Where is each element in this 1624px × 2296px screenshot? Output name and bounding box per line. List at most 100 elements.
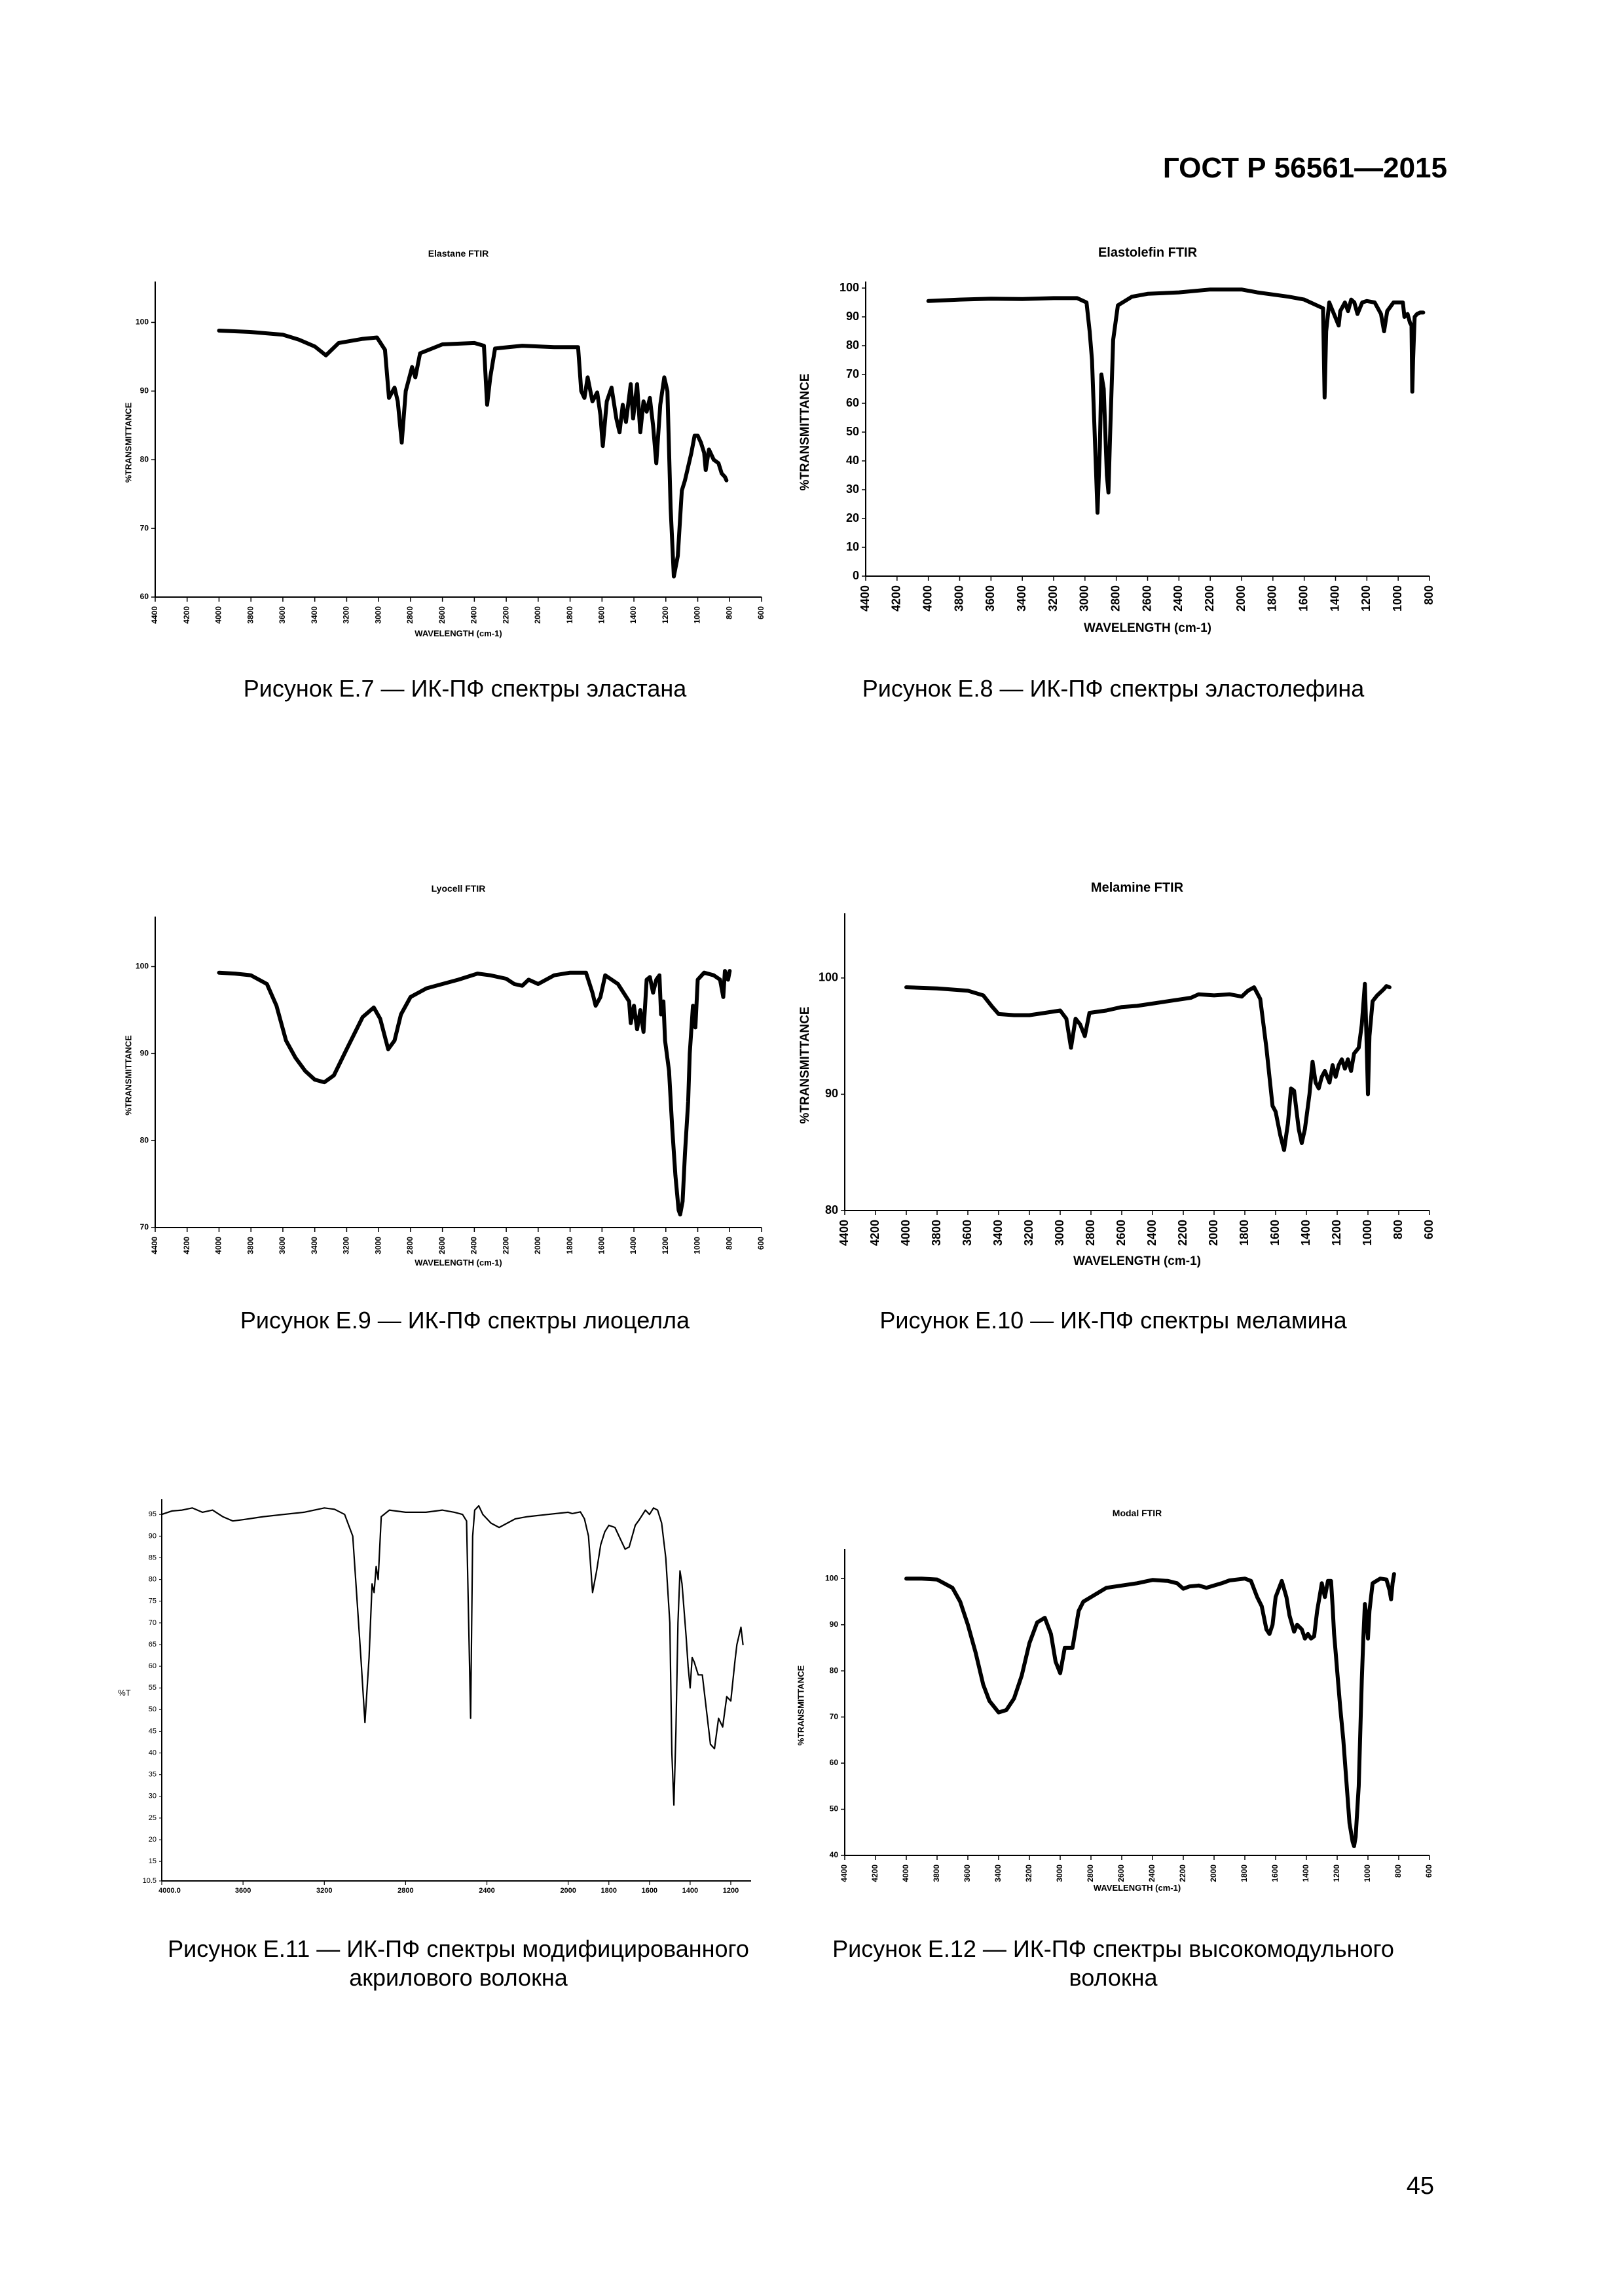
chart-3-x-tick-label: 2800 (405, 1237, 415, 1254)
chart-6-x-tick-label: 1000 (1363, 1865, 1372, 1882)
chart-3-x-tick-label: 3000 (373, 1237, 382, 1254)
chart-1-x-tick-label: 1000 (693, 606, 702, 624)
chart-6-x-tick-label: 3600 (963, 1865, 972, 1882)
chart-2-spectrum-line (926, 287, 1426, 515)
chart-6-y-tick-label: 50 (830, 1804, 839, 1813)
chart-6-y-tick-label: 90 (830, 1620, 839, 1629)
chart-6-x-tick-label: 1400 (1301, 1865, 1310, 1882)
chart-2-y-label: %TRANSMITTANCE (798, 373, 812, 490)
chart-1-x-tick-label: 1800 (565, 606, 574, 624)
chart-2-y-tick-label: 60 (846, 396, 859, 409)
chart-1-title: Elastane FTIR (428, 248, 489, 259)
chart-3-x-tick-label: 2000 (533, 1237, 542, 1254)
chart-1-x-tick-label: 600 (756, 606, 766, 619)
page-number: 45 (1406, 2172, 1434, 2200)
chart-5-y-tick-label: 30 (149, 1793, 157, 1800)
chart-1-y-label: %TRANSMITTANCE (123, 402, 133, 483)
chart-4-x-tick-label: 3200 (1022, 1220, 1035, 1246)
chart-1-x-tick-label: 3800 (246, 606, 255, 624)
chart-1-x-tick-label: 2800 (405, 606, 415, 624)
chart-3-x-tick-label: 2400 (470, 1237, 479, 1254)
chart-5-y-tick-label: 25 (149, 1814, 157, 1822)
chart-6-x-tick-label: 3200 (1024, 1865, 1033, 1882)
chart-5-y-tick-label: 75 (149, 1597, 157, 1605)
chart-6-x-tick-label: 2400 (1147, 1865, 1156, 1882)
chart-2-y-tick-label: 20 (846, 511, 859, 524)
chart-3-x-tick-label: 2600 (437, 1237, 447, 1254)
chart-6-x-tick-label: 4200 (870, 1865, 879, 1882)
chart-6: Modal FTIR 4400 4200 4000 3800 3600 3400 3200 30… (796, 1508, 1433, 1893)
chart-2-title: Elastolefin FTIR (1098, 246, 1198, 260)
chart-4-x-tick-label: 2400 (1145, 1220, 1158, 1246)
chart-4-x-tick-label: 3000 (1053, 1220, 1066, 1246)
chart-4-x-tick-label: 1000 (1361, 1220, 1374, 1246)
chart-1-x-tick-label: 3600 (278, 606, 287, 624)
chart-3-x-tick-label: 4400 (150, 1237, 159, 1254)
chart-6-x-tick-label: 3400 (993, 1865, 1003, 1882)
chart-6-y-tick-label: 70 (830, 1712, 839, 1721)
chart-4-x-tick-label: 2600 (1115, 1220, 1128, 1246)
chart-3-x-tick-label: 4200 (182, 1237, 191, 1254)
chart-1-x-label: WAVELENGTH (cm-1) (415, 629, 502, 638)
chart-6-x-tick-label: 1800 (1240, 1865, 1249, 1882)
chart-6-y-tick-label: 60 (830, 1758, 839, 1767)
chart-4-y-tick-label: 90 (825, 1087, 838, 1100)
chart-6-x-label: WAVELENGTH (cm-1) (1094, 1883, 1181, 1893)
chart-2-x-tick-label: 1200 (1359, 585, 1373, 611)
chart-6-x-tick-label: 2600 (1116, 1865, 1126, 1882)
chart-4-x-tick-label: 3600 (961, 1220, 974, 1246)
chart-4-x-label: WAVELENGTH (cm-1) (1073, 1254, 1201, 1268)
chart-2-x-tick-label: 4400 (858, 585, 872, 611)
chart-1-x-tick-label: 2200 (501, 606, 510, 624)
chart-5-y-tick-label: 80 (149, 1576, 157, 1584)
chart-6-x-tick-label: 2000 (1209, 1865, 1218, 1882)
chart-1-y-tick-label: 90 (140, 386, 149, 395)
chart-2-x-tick-label: 1000 (1391, 585, 1404, 611)
chart-6-x-tick-label: 1200 (1332, 1865, 1341, 1882)
chart-4-x-tick-label: 1200 (1330, 1220, 1343, 1246)
chart-1-spectrum-line (217, 329, 729, 579)
chart-2: Elastolefin FTIR 4400 4200 4000 3800 3600 3400… (798, 246, 1435, 635)
chart-2-y-tick-label: 40 (846, 454, 859, 467)
chart-5-spectrum-line (160, 1504, 744, 1806)
chart-6-x-tick-label: 1600 (1270, 1865, 1280, 1882)
chart-3-x-tick-label: 3800 (246, 1237, 255, 1254)
chart-4-x-tick-label: 1400 (1299, 1220, 1312, 1246)
chart-1-y-tick-label: 70 (140, 523, 149, 532)
chart-6-y-label: %TRANSMITTANCE (796, 1665, 805, 1745)
chart-5-y-tick-label: 55 (149, 1684, 157, 1692)
chart-6-y-tick-label: 80 (830, 1666, 839, 1675)
chart-2-x-tick-label: 800 (1422, 585, 1435, 605)
chart-5-x-tick-label: 3600 (235, 1887, 251, 1895)
chart-2-y-tick-label: 100 (840, 281, 859, 294)
chart-2-x-tick-label: 2600 (1140, 585, 1153, 611)
chart-3-title: Lyocell FTIR (432, 883, 486, 894)
chart-1-x-tick-label: 2600 (437, 606, 447, 624)
chart-3-x-tick-label: 1600 (597, 1237, 606, 1254)
chart-5-y-tick-label: 60 (149, 1662, 157, 1670)
chart-3-y-label: %TRANSMITTANCE (123, 1035, 133, 1116)
caption-fig-e9: Рисунок Е.9 — ИК-ПФ спектры лиоцелла (240, 1307, 690, 1334)
chart-2-x-tick-label: 3800 (952, 585, 965, 611)
chart-3-x-tick-label: 1200 (661, 1237, 670, 1254)
caption-fig-e8: Рисунок Е.8 — ИК-ПФ спектры эластолефина (862, 675, 1365, 702)
chart-6-title: Modal FTIR (1113, 1508, 1162, 1518)
chart-5-x-tick-label: 3200 (316, 1887, 332, 1895)
chart-5-x-tick-label: 1400 (682, 1887, 698, 1895)
chart-6-spectrum-line (904, 1572, 1396, 1848)
chart-4-x-tick-label: 4400 (838, 1220, 851, 1246)
chart-3-x-tick-label: 3200 (342, 1237, 351, 1254)
chart-4-y-tick-label: 80 (825, 1203, 838, 1216)
chart-3-x-tick-label: 1800 (565, 1237, 574, 1254)
chart-3-x-label: WAVELENGTH (cm-1) (415, 1258, 502, 1267)
chart-5-x-tick-label: 2400 (479, 1887, 494, 1895)
caption-fig-e11: Рисунок Е.11 — ИК-ПФ спектры модифициров… (168, 1935, 749, 1991)
chart-4-x-tick-label: 2000 (1207, 1220, 1220, 1246)
chart-5-y-tick-label: 90 (149, 1532, 157, 1540)
chart-2-y-tick-label: 0 (853, 569, 859, 582)
chart-1-x-tick-label: 4400 (150, 606, 159, 624)
chart-1-y-tick-label: 60 (140, 592, 149, 601)
chart-4-x-tick-label: 800 (1392, 1220, 1405, 1239)
chart-2-x-tick-label: 3200 (1046, 585, 1060, 611)
